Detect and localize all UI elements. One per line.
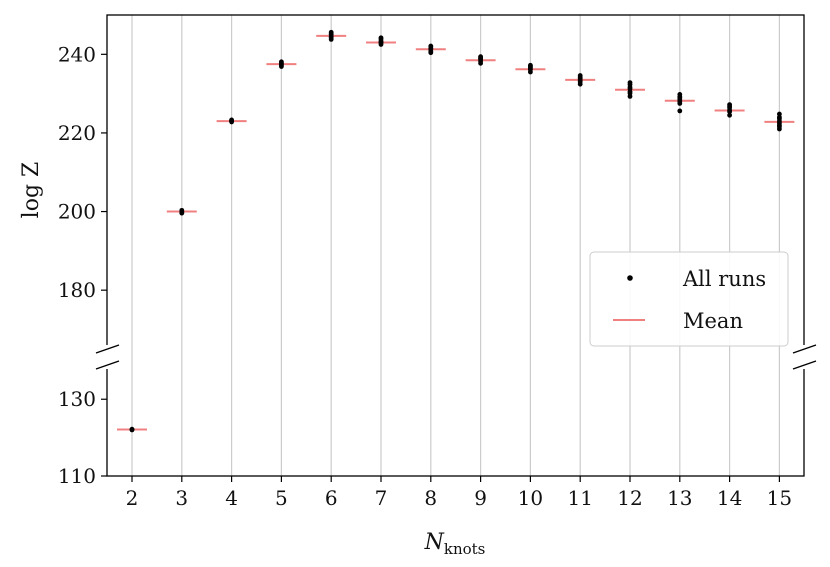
run-point	[677, 92, 683, 97]
run-point	[179, 209, 185, 215]
x-tick-label: 10	[518, 486, 543, 510]
x-tick-label: 7	[375, 486, 388, 510]
run-point	[777, 111, 782, 117]
x-tick-label: 9	[474, 486, 487, 510]
axis-break-left	[95, 344, 120, 370]
x-tick-label: 12	[617, 486, 642, 510]
run-point	[229, 118, 235, 124]
x-axis-label-main: N	[424, 530, 445, 555]
run-point	[677, 99, 683, 104]
x-axis-label: Nknots	[424, 530, 486, 558]
y-tick-label: 200	[58, 200, 96, 224]
run-point	[627, 86, 633, 92]
y-axis-ticks: 180 200 220 240 110 130	[58, 42, 107, 488]
y-tick-label: 110	[58, 464, 96, 488]
run-point	[378, 35, 384, 41]
y-tick-label: 240	[58, 42, 96, 66]
run-point	[727, 112, 732, 118]
run-point	[478, 56, 483, 62]
run-points	[129, 29, 782, 433]
y-axis-label: log Z	[19, 162, 44, 219]
x-tick-label: 6	[325, 486, 338, 510]
mean-markers	[117, 34, 795, 431]
run-point	[627, 80, 633, 86]
x-tick-label: 8	[424, 486, 437, 510]
grid-lines	[131, 15, 781, 476]
run-point	[627, 90, 633, 96]
legend-runs-label: All runs	[682, 267, 766, 291]
run-point	[777, 124, 782, 130]
run-point	[727, 107, 732, 113]
x-tick-label: 13	[667, 486, 692, 510]
run-point	[677, 108, 683, 114]
run-point	[677, 95, 683, 101]
plot-frame	[106, 14, 805, 477]
run-point	[727, 103, 732, 109]
y-tick-label: 130	[58, 387, 96, 411]
x-axis-label-sub: knots	[444, 540, 486, 558]
run-point	[378, 39, 384, 45]
x-tick-label: 3	[175, 486, 188, 510]
run-point	[577, 76, 583, 82]
x-axis-ticks: 2 3 4 5 6 7 8 9 10 11 12 13 14 15	[126, 476, 792, 510]
run-point	[279, 64, 284, 69]
x-tick-label: 15	[767, 486, 792, 510]
run-point	[528, 64, 533, 70]
y-tick-label: 220	[58, 121, 96, 145]
x-tick-label: 14	[717, 486, 742, 510]
run-point	[328, 31, 334, 37]
axis-break-right	[792, 344, 817, 370]
x-tick-label: 2	[126, 486, 139, 510]
y-tick-label: 180	[58, 278, 96, 302]
x-tick-label: 11	[567, 486, 592, 510]
run-point	[777, 116, 782, 122]
run-point	[328, 35, 334, 41]
run-point	[129, 426, 135, 432]
legend: All runs Mean	[589, 251, 789, 347]
x-tick-label: 5	[275, 486, 288, 510]
legend-runs-marker	[627, 275, 633, 281]
legend-box	[589, 251, 789, 347]
x-tick-label: 4	[225, 486, 238, 510]
run-point	[777, 120, 782, 126]
legend-mean-label: Mean	[683, 309, 743, 333]
run-point	[428, 46, 434, 51]
run-point	[279, 59, 284, 65]
